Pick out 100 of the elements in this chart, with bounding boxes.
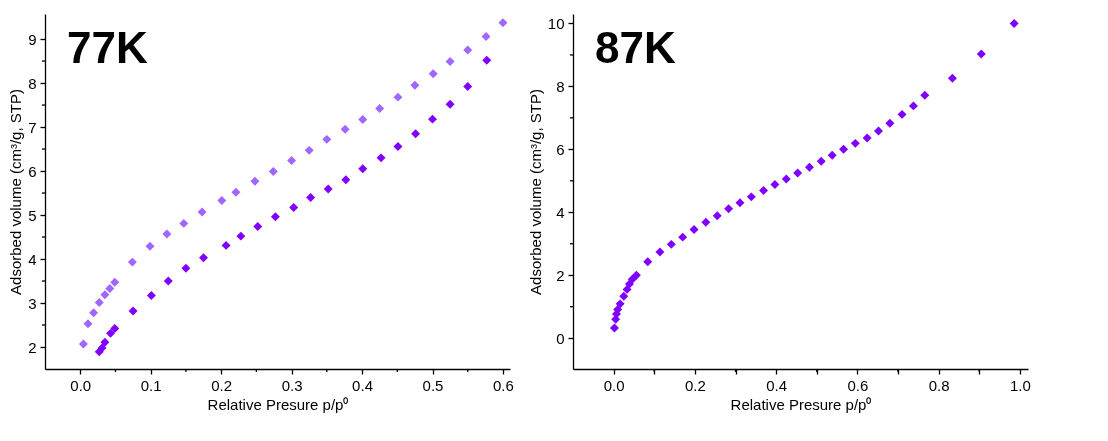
point <box>735 198 745 208</box>
y-tick-label: 2 <box>556 266 565 284</box>
x-tick-label: 0.4 <box>766 376 788 394</box>
point <box>770 180 780 190</box>
point <box>619 291 629 301</box>
point <box>655 247 665 257</box>
point <box>304 145 314 155</box>
y-tick-label: 7 <box>28 118 37 136</box>
point <box>947 73 957 83</box>
annotation: 77K <box>67 23 148 72</box>
point <box>94 298 104 308</box>
y-tick-label: 6 <box>556 140 565 158</box>
point <box>105 284 115 293</box>
point <box>781 174 791 184</box>
y-tick-label: 0 <box>556 329 565 347</box>
point <box>850 138 860 148</box>
point <box>411 129 421 139</box>
point <box>724 204 734 214</box>
point <box>643 257 653 267</box>
y-tick-label: 5 <box>28 206 37 224</box>
point <box>701 217 711 227</box>
point <box>1009 18 1019 28</box>
point <box>146 291 156 301</box>
y-axis-title: Adsorbed volume (cm³/g, STP) <box>7 89 25 295</box>
point <box>110 324 120 333</box>
point <box>746 192 756 202</box>
point <box>839 144 849 154</box>
point <box>615 299 625 309</box>
point <box>678 232 688 242</box>
point <box>874 126 883 136</box>
point <box>445 57 455 66</box>
point <box>128 306 138 316</box>
point <box>127 257 137 267</box>
point <box>759 186 768 196</box>
point <box>97 343 107 353</box>
point <box>358 115 368 125</box>
y-tick-label: 2 <box>28 338 37 356</box>
x-tick-label: 0.0 <box>603 376 625 394</box>
point <box>375 104 385 114</box>
point <box>885 118 895 128</box>
x-tick-label: 0.6 <box>847 376 869 394</box>
x-tick-label: 1.0 <box>1009 376 1031 394</box>
annotation: 87K <box>595 23 676 72</box>
point <box>631 270 641 280</box>
point <box>689 225 699 235</box>
point <box>376 153 386 163</box>
point <box>816 156 826 166</box>
point <box>613 305 623 314</box>
y-tick-label: 8 <box>556 77 565 95</box>
point <box>323 184 333 194</box>
point <box>100 337 110 347</box>
point <box>712 211 722 221</box>
point <box>393 92 403 102</box>
point <box>666 239 676 249</box>
point <box>340 124 350 134</box>
point <box>463 82 473 92</box>
y-tick-label: 10 <box>547 14 565 32</box>
point <box>253 222 263 231</box>
point <box>78 339 88 349</box>
point <box>482 55 492 65</box>
point <box>498 18 508 28</box>
y-tick-label: 4 <box>28 250 37 268</box>
point <box>163 276 173 286</box>
point <box>110 277 120 287</box>
point <box>428 69 438 79</box>
x-tick-label: 0.5 <box>422 376 444 394</box>
point <box>268 167 278 176</box>
y-tick-label: 4 <box>556 203 565 221</box>
x-tick-label: 0.6 <box>493 376 514 394</box>
y-axis-title: Adsorbed volume (cm³/g, STP) <box>526 89 544 295</box>
point <box>976 49 986 59</box>
point <box>463 45 473 55</box>
point <box>250 176 260 186</box>
x-axis-title: Relative Presure p/p⁰ <box>730 395 872 413</box>
point <box>83 319 93 329</box>
point <box>358 164 368 174</box>
point <box>481 31 491 41</box>
x-tick-label: 0.2 <box>211 376 233 394</box>
point <box>197 207 207 217</box>
point <box>393 141 403 151</box>
point <box>322 134 332 144</box>
point <box>179 218 189 228</box>
point <box>862 133 872 143</box>
x-tick-label: 0.0 <box>70 376 92 394</box>
x-tick-label: 0.4 <box>352 376 373 394</box>
x-tick-label: 0.2 <box>684 376 706 394</box>
point <box>289 203 299 213</box>
point <box>145 241 155 251</box>
point <box>793 168 803 178</box>
y-tick-label: 8 <box>28 74 37 92</box>
point <box>306 192 316 202</box>
point <box>181 263 191 273</box>
point <box>920 90 930 100</box>
y-tick-label: 3 <box>28 294 37 312</box>
point <box>804 162 814 172</box>
point <box>827 150 837 160</box>
x-tick-label: 0.8 <box>928 376 950 394</box>
y-tick-label: 9 <box>28 30 37 48</box>
y-tick-label: 6 <box>28 162 37 180</box>
point <box>100 290 110 300</box>
